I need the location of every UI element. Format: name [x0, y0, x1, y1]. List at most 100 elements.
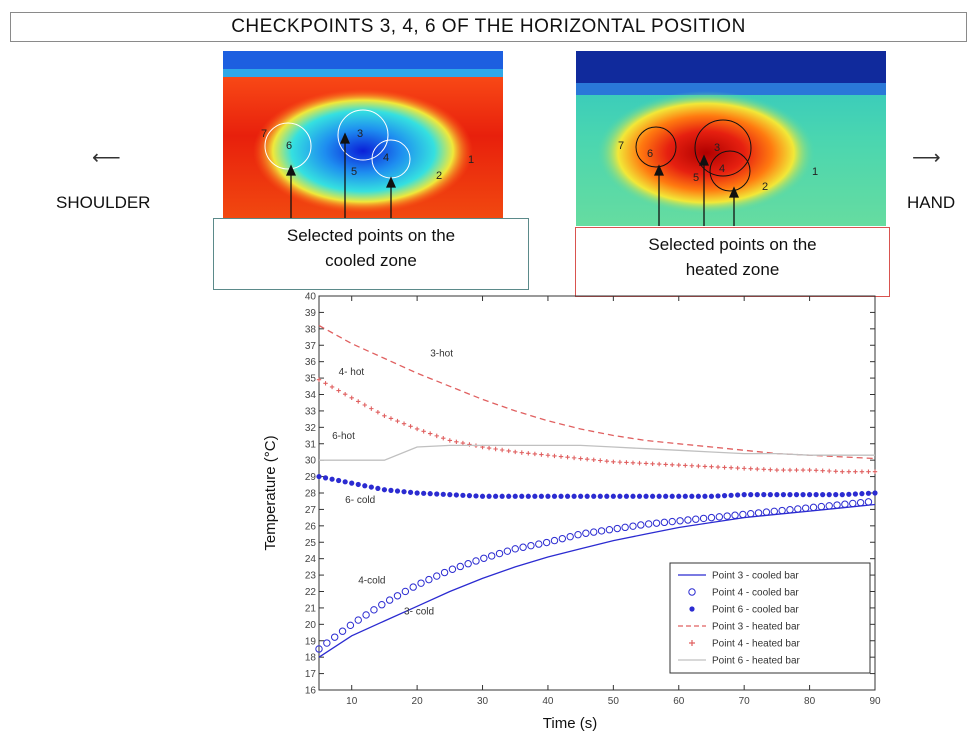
- data-point: [407, 489, 414, 495]
- x-tick-label: 20: [412, 696, 424, 707]
- data-point: [456, 562, 464, 571]
- series-annotation: 4-cold: [358, 575, 385, 586]
- legend-label: Point 3 - cooled bar: [712, 571, 799, 582]
- data-point: [427, 491, 433, 497]
- x-tick-label: 40: [542, 696, 554, 707]
- data-point: [385, 596, 394, 604]
- heated-zone-caption: Selected points on the heated zone: [575, 227, 890, 297]
- data-point: [643, 493, 649, 499]
- data-point: [542, 538, 551, 547]
- data-point: [487, 552, 496, 560]
- cooled-zone-caption: Selected points on the cooled zone: [213, 218, 529, 290]
- data-point: [532, 493, 538, 499]
- data-point: [728, 465, 734, 470]
- data-point: [460, 440, 466, 446]
- legend-label: Point 4 - heated bar: [712, 639, 801, 650]
- hand-label: HAND: [907, 193, 956, 212]
- data-point: [853, 469, 858, 474]
- data-point: [630, 460, 636, 465]
- data-point: [682, 493, 688, 499]
- data-point: [762, 508, 771, 516]
- point-label: 7: [261, 128, 267, 140]
- chart-legend: Point 3 - cooled bar Point 4 - cooled bar…: [669, 562, 871, 674]
- data-point: [349, 480, 355, 486]
- data-point: [731, 511, 739, 519]
- data-point: [787, 467, 793, 473]
- data-point: [473, 493, 479, 499]
- data-point: [511, 545, 519, 553]
- data-point: [774, 492, 780, 498]
- data-point: [329, 476, 335, 482]
- data-point: [774, 467, 780, 473]
- data-point: [578, 456, 583, 461]
- data-point: [728, 492, 734, 498]
- point-label: 2: [762, 181, 768, 193]
- data-point: [414, 490, 420, 496]
- data-point: [683, 463, 688, 468]
- data-point: [669, 493, 675, 499]
- data-point: [590, 528, 598, 536]
- data-point: [525, 493, 531, 499]
- data-point: [826, 492, 832, 498]
- y-tick-label: 16: [305, 686, 317, 697]
- data-point: [342, 479, 348, 485]
- data-point: [558, 454, 564, 459]
- series-2: [315, 498, 873, 653]
- x-tick-label: 10: [346, 696, 358, 707]
- data-point: [506, 448, 511, 454]
- point-label: 3: [357, 128, 363, 140]
- data-point: [401, 421, 407, 426]
- data-point: [495, 549, 504, 558]
- data-point: [715, 513, 724, 521]
- data-point: [820, 492, 826, 498]
- data-point: [630, 493, 636, 499]
- x-axis-label: Time (s): [543, 715, 597, 732]
- data-point: [408, 424, 413, 429]
- data-point: [584, 493, 590, 499]
- cooled-caption-line2: cooled zone: [325, 251, 417, 270]
- data-point: [375, 485, 381, 492]
- data-point: [629, 522, 637, 530]
- data-point: [545, 453, 551, 458]
- data-point: [696, 463, 701, 469]
- data-point: [663, 462, 668, 467]
- data-point: [597, 493, 603, 499]
- data-point: [670, 462, 675, 467]
- data-point: [722, 465, 727, 470]
- data-point: [794, 467, 799, 473]
- data-point: [676, 517, 684, 525]
- series-annotation: 4- hot: [339, 367, 365, 378]
- y-tick-label: 33: [305, 406, 317, 417]
- data-point: [741, 492, 747, 498]
- data-point: [552, 453, 557, 459]
- data-point: [820, 468, 825, 473]
- data-point: [813, 492, 819, 498]
- data-point: [825, 502, 833, 510]
- data-point: [526, 451, 531, 456]
- data-point: [355, 481, 361, 488]
- data-point: [316, 377, 322, 382]
- data-point: [545, 493, 551, 499]
- data-point: [382, 413, 387, 419]
- y-tick-label: 36: [305, 357, 317, 368]
- data-point: [780, 492, 787, 498]
- data-point: [584, 456, 590, 462]
- y-tick-label: 31: [305, 439, 317, 450]
- data-point: [721, 493, 728, 499]
- data-point: [388, 487, 394, 493]
- data-point: [689, 463, 695, 468]
- point-label: 1: [468, 154, 474, 166]
- data-point: [375, 410, 381, 415]
- heated-caption-line2: heated zone: [685, 260, 780, 279]
- data-point: [447, 438, 453, 443]
- heated-caption-line1: Selected points on the: [648, 235, 817, 254]
- y-tick-label: 24: [305, 554, 317, 565]
- data-point: [695, 493, 701, 499]
- cooled-thermal-image: 7 6 3 4 5 2 1: [223, 51, 503, 221]
- data-point: [395, 418, 400, 424]
- y-tick-label: 22: [305, 587, 317, 598]
- data-point: [486, 445, 492, 451]
- y-tick-label: 39: [305, 308, 317, 319]
- data-point: [637, 521, 645, 529]
